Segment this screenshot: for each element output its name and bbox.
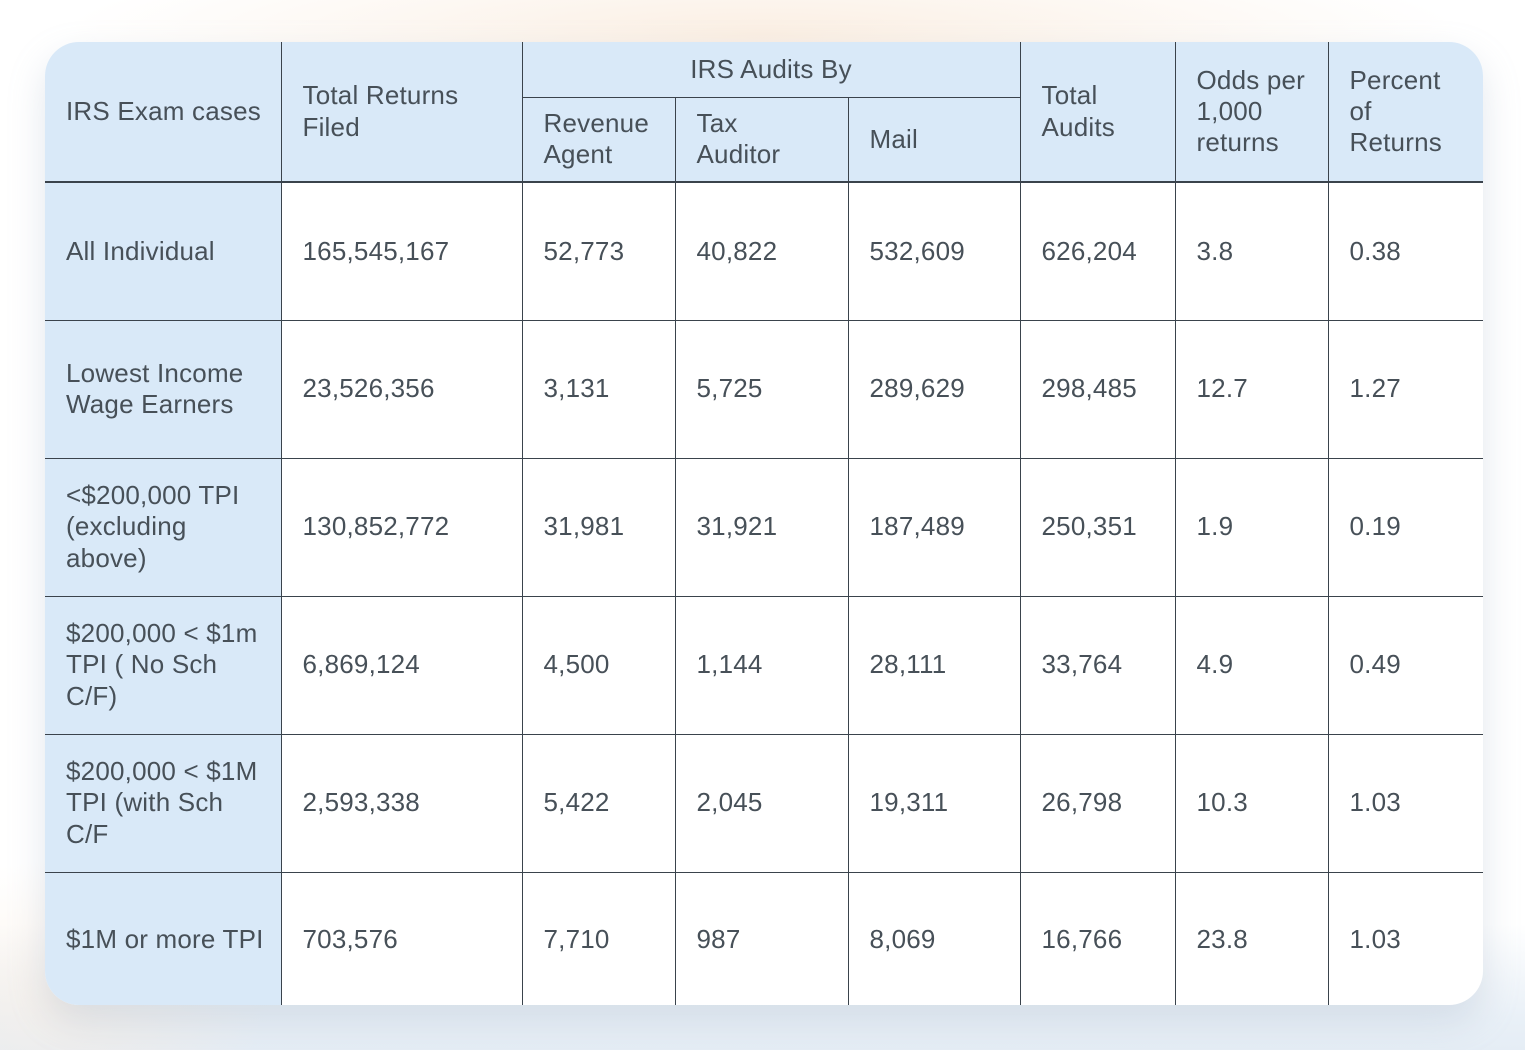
table-cell: 130,852,772: [281, 458, 523, 597]
table-cell: 8,069: [848, 872, 1021, 1005]
table-cell: 23.8: [1175, 872, 1329, 1005]
table-cell: 1.27: [1328, 320, 1483, 459]
header-tax-auditor: Tax Auditor: [675, 97, 849, 183]
table-cell: 703,576: [281, 872, 523, 1005]
table-cell: 0.19: [1328, 458, 1483, 597]
table-cell: 3.8: [1175, 182, 1329, 321]
table-row-lowest-income: Lowest Income Wage Earners 23,526,356 3,…: [45, 320, 1483, 459]
table-row-200k-1m-no-sch: $200,000 < $1m TPI ( No Sch C/F) 6,869,1…: [45, 596, 1483, 735]
table-cell: 3,131: [522, 320, 676, 459]
table-cell: 1,144: [675, 596, 849, 735]
table-cell: 298,485: [1020, 320, 1176, 459]
row-label: Lowest Income Wage Earners: [45, 320, 282, 459]
table-cell: 31,921: [675, 458, 849, 597]
table-cell: 2,045: [675, 734, 849, 873]
table-cell: 987: [675, 872, 849, 1005]
table-cell: 12.7: [1175, 320, 1329, 459]
header-irs-exam-cases: IRS Exam cases: [45, 42, 282, 183]
table-cell: 10.3: [1175, 734, 1329, 873]
table-cell: 28,111: [848, 596, 1021, 735]
table-row-all-individual: All Individual 165,545,167 52,773 40,822…: [45, 182, 1483, 321]
table-cell: 16,766: [1020, 872, 1176, 1005]
table-cell: 4,500: [522, 596, 676, 735]
header-total-returns-filed: Total Returns Filed: [281, 42, 523, 183]
header-percent-label: Percent of Returns: [1349, 64, 1442, 158]
table-cell: 7,710: [522, 872, 676, 1005]
irs-audit-table-card: IRS Exam cases Total Returns Filed IRS A…: [45, 42, 1483, 1005]
header-total-audits-label: Total Audits: [1041, 80, 1115, 142]
row-label: All Individual: [45, 182, 282, 321]
header-tax-auditor-label: Tax Auditor: [696, 108, 781, 170]
row-label: <$200,000 TPI (excluding above): [45, 458, 282, 597]
row-label: $200,000 < $1m TPI ( No Sch C/F): [45, 596, 282, 735]
irs-audit-table: IRS Exam cases Total Returns Filed IRS A…: [45, 42, 1483, 1005]
table-cell: 4.9: [1175, 596, 1329, 735]
table-cell: 33,764: [1020, 596, 1176, 735]
header-percent-of-returns: Percent of Returns: [1328, 42, 1483, 183]
table-cell: 1.9: [1175, 458, 1329, 597]
header-odds-label: Odds per 1,000 returns: [1196, 64, 1306, 158]
table-cell: 31,981: [522, 458, 676, 597]
table-cell: 1.03: [1349, 923, 1401, 954]
row-label: $1M or more TPI: [45, 872, 282, 1005]
header-odds-per-1000: Odds per 1,000 returns: [1175, 42, 1329, 183]
table-cell: 26,798: [1020, 734, 1176, 873]
table-cell: 5,422: [522, 734, 676, 873]
table-cell: 5,725: [675, 320, 849, 459]
table-cell: 250,351: [1020, 458, 1176, 597]
table-cell: 23,526,356: [281, 320, 523, 459]
header-irs-audits-by: IRS Audits By: [522, 42, 1021, 98]
table-row-under-200k: <$200,000 TPI (excluding above) 130,852,…: [45, 458, 1483, 597]
table-cell: 0.49: [1328, 596, 1483, 735]
header-revenue-agent-label: Revenue Agent: [543, 108, 649, 170]
table-cell: 532,609: [848, 182, 1021, 321]
table-cell: 40,822: [675, 182, 849, 321]
header-mail: Mail: [848, 97, 1021, 183]
table-cell: 52,773: [522, 182, 676, 321]
table-cell: 187,489: [848, 458, 1021, 597]
table-cell: 6,869,124: [281, 596, 523, 735]
table-cell: 2,593,338: [281, 734, 523, 873]
row-label: $200,000 < $1M TPI (with Sch C/F: [45, 734, 282, 873]
header-total-audits: Total Audits: [1020, 42, 1176, 183]
table-row-200k-1m-with-sch: $200,000 < $1M TPI (with Sch C/F 2,593,3…: [45, 734, 1483, 873]
table-cell: 289,629: [848, 320, 1021, 459]
table-cell: 19,311: [848, 734, 1021, 873]
table-cell: 0.38: [1328, 182, 1483, 321]
table-cell: 626,204: [1020, 182, 1176, 321]
table-row-1m-or-more: $1M or more TPI 703,576 7,710 987 8,069 …: [45, 872, 1483, 1005]
header-revenue-agent: Revenue Agent: [522, 97, 676, 183]
table-cell: 165,545,167: [281, 182, 523, 321]
table-cell: 1.03: [1328, 734, 1483, 873]
